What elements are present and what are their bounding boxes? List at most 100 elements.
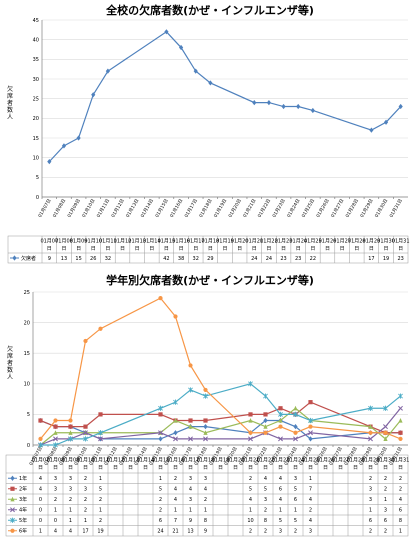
- data-table: 01月07日01月08日01月09日01月10日01月11日01月12日01月1…: [7, 235, 410, 264]
- table-header-date: 01月24: [289, 239, 307, 245]
- data-point: [188, 387, 193, 393]
- x-tick-label: 01月25日: [298, 446, 313, 467]
- table-cell: 3: [54, 487, 57, 493]
- table-cell: 26: [90, 256, 96, 262]
- x-tick-label: 01月30日: [374, 198, 389, 219]
- table-cell: 23: [397, 256, 403, 262]
- table-header-date: 01月29: [363, 239, 381, 245]
- data-point: [281, 103, 286, 110]
- table-cell: 2: [399, 487, 402, 493]
- x-tick-label: 01月18日: [198, 198, 213, 219]
- legend-entry: 2年: [8, 486, 27, 493]
- table-cell: 5: [249, 487, 252, 493]
- table-cell: 1: [39, 529, 42, 535]
- table-cell: 2: [399, 476, 402, 482]
- x-tick-label: 01月29日: [359, 198, 374, 219]
- table-cell: 5: [99, 487, 102, 493]
- series-2年: [38, 400, 403, 435]
- table-cell: 3: [384, 508, 387, 514]
- table-cell: 2: [84, 508, 87, 514]
- table-cell: 7: [309, 487, 312, 493]
- table-header-day: 日: [76, 246, 81, 252]
- table-header-date: 01月11: [92, 458, 110, 464]
- x-tick-label: 01月07日: [37, 198, 52, 219]
- table-cell: 22: [310, 256, 316, 262]
- data-point: [188, 363, 193, 368]
- y-axis-label-char: 数: [7, 366, 13, 374]
- legend-label: 5年: [19, 517, 27, 524]
- data-point: [398, 430, 403, 435]
- table-cell: 0: [39, 508, 42, 514]
- table-header-day: 日: [369, 246, 374, 252]
- table-cell: 4: [54, 529, 57, 535]
- table-cell: 0: [54, 518, 57, 524]
- table-cell: 5: [159, 487, 162, 493]
- data-point: [398, 103, 403, 110]
- y-axis-label-char: 席: [7, 352, 13, 360]
- table-cell: 3: [264, 497, 267, 503]
- data-point: [173, 314, 178, 319]
- table-header-day: 日: [143, 465, 148, 471]
- data-point: [203, 430, 208, 435]
- x-tick-label: 01月22日: [257, 198, 272, 219]
- table-cell: 3: [369, 497, 372, 503]
- table-cell: 4: [279, 497, 282, 503]
- table-header-day: 日: [398, 246, 403, 252]
- y-axis-label-char: 者: [7, 100, 13, 107]
- y-tick-label: 0: [27, 443, 30, 449]
- data-point: [263, 417, 268, 424]
- table-header-day: 日: [203, 465, 208, 471]
- data-point: [61, 143, 67, 149]
- x-tick-label: 01月26日: [315, 198, 330, 219]
- x-tick-label: 01月24日: [283, 446, 298, 467]
- data-point: [383, 119, 389, 125]
- y-tick-label: 15: [24, 351, 30, 357]
- table-header-day: 日: [188, 465, 193, 471]
- y-axis-label-char: 欠: [7, 345, 13, 353]
- x-tick-label: 01月18日: [193, 446, 208, 467]
- table-header-date: 01月13: [128, 239, 146, 245]
- table-cell: 2: [99, 518, 102, 524]
- table-cell: 5: [279, 518, 282, 524]
- table-cell: 2: [264, 508, 267, 514]
- table-header-date: 01月28: [348, 239, 366, 245]
- table-header-day: 日: [296, 246, 301, 252]
- table-cell: 24: [157, 529, 163, 535]
- table-header-day: 日: [340, 246, 345, 252]
- data-point: [76, 135, 81, 141]
- table-header-day: 日: [53, 465, 58, 471]
- table-header-day: 日: [149, 246, 154, 252]
- data-point: [383, 405, 388, 411]
- data-point: [203, 393, 208, 399]
- legend-label: 2年: [19, 486, 27, 493]
- data-point: [38, 436, 43, 441]
- table-header-day: 日: [158, 465, 163, 471]
- y-axis-label-char: 人: [7, 374, 13, 381]
- data-point: [278, 424, 283, 429]
- table-cell: 1: [69, 508, 72, 514]
- data-point: [383, 424, 388, 430]
- data-point: [296, 103, 301, 110]
- data-point: [98, 430, 103, 436]
- table-header-day: 日: [61, 246, 66, 252]
- table-header-day: 日: [128, 465, 133, 471]
- table-header-date: 01月26: [317, 458, 335, 464]
- series-6年: [38, 296, 403, 441]
- data-point: [278, 436, 283, 442]
- legend-entry: 5年: [8, 517, 27, 524]
- x-tick-label: 01月17日: [184, 198, 199, 219]
- table-header-date: 01月28: [347, 458, 365, 464]
- y-tick-label: 0: [36, 195, 39, 201]
- data-point: [293, 424, 298, 430]
- y-tick-label: 10: [33, 155, 39, 161]
- data-point: [203, 387, 208, 393]
- table-cell: 13: [61, 256, 67, 262]
- data-point: [203, 418, 208, 423]
- table-cell: 6: [159, 518, 162, 524]
- data-point: [158, 412, 163, 417]
- legend-marker: [10, 475, 15, 481]
- x-tick-label: 01月15日: [148, 446, 163, 467]
- table-header-date: 01月21: [245, 239, 263, 245]
- table-header-date: 01月16: [167, 458, 185, 464]
